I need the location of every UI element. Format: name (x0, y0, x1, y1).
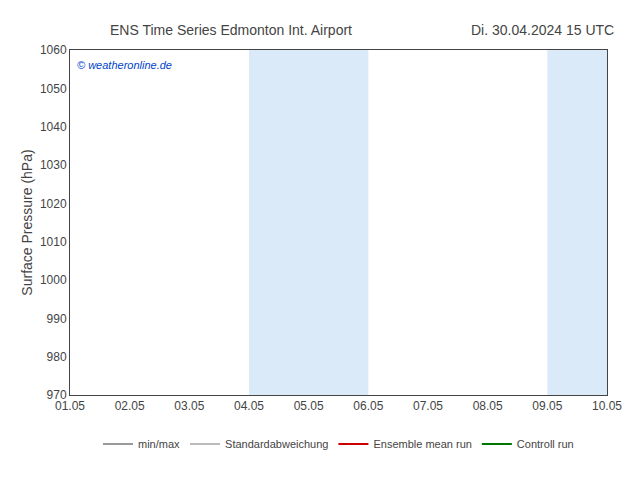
svg-text:04.05: 04.05 (234, 399, 264, 413)
svg-text:05.05: 05.05 (294, 399, 324, 413)
svg-text:Controll run: Controll run (517, 438, 574, 450)
svg-text:10.05: 10.05 (592, 399, 622, 413)
svg-text:1040: 1040 (40, 120, 67, 134)
svg-text:980: 980 (47, 350, 67, 364)
svg-text:1030: 1030 (40, 158, 67, 172)
svg-text:06.05: 06.05 (353, 399, 383, 413)
svg-text:1050: 1050 (40, 82, 67, 96)
svg-text:1000: 1000 (40, 273, 67, 287)
svg-text:01.05: 01.05 (55, 399, 85, 413)
svg-text:970: 970 (47, 388, 67, 402)
svg-text:Ensemble mean run: Ensemble mean run (373, 438, 471, 450)
svg-text:Di. 30.04.2024 15 UTC: Di. 30.04.2024 15 UTC (471, 22, 614, 38)
svg-text:1020: 1020 (40, 197, 67, 211)
svg-text:990: 990 (47, 312, 67, 326)
svg-text:03.05: 03.05 (174, 399, 204, 413)
svg-text:ENS Time Series Edmonton Int.: ENS Time Series Edmonton Int. Airport (110, 22, 352, 38)
svg-text:07.05: 07.05 (413, 399, 443, 413)
svg-text:02.05: 02.05 (115, 399, 145, 413)
svg-text:1060: 1060 (40, 43, 67, 57)
svg-text:Standardabweichung: Standardabweichung (225, 438, 328, 450)
svg-text:Surface Pressure (hPa): Surface Pressure (hPa) (19, 149, 35, 295)
svg-text:min/max: min/max (138, 438, 180, 450)
svg-text:© weatheronline.de: © weatheronline.de (77, 59, 172, 71)
svg-text:08.05: 08.05 (473, 399, 503, 413)
svg-text:09.05: 09.05 (532, 399, 562, 413)
svg-text:1010: 1010 (40, 235, 67, 249)
